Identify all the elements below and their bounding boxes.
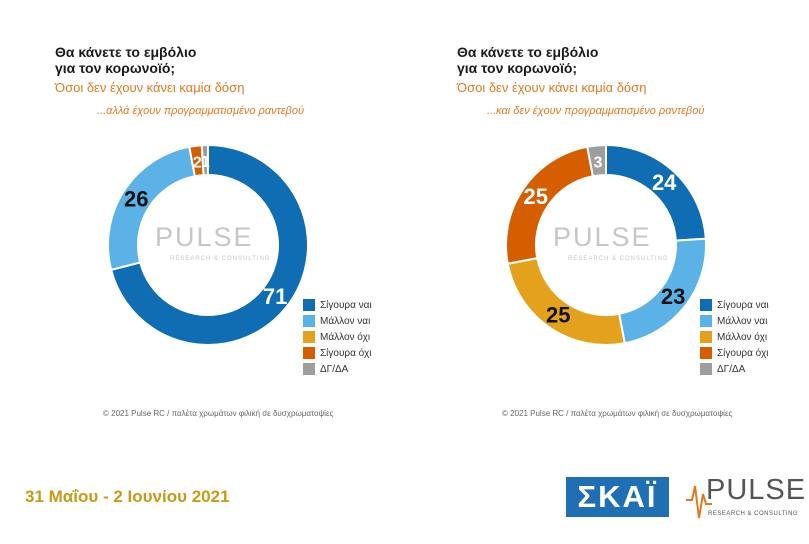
legend-item: Μάλλον όχι <box>700 329 769 345</box>
title-line-2: για τον κορωνοϊό; <box>457 60 578 76</box>
pulse-logo-subtitle: RESEARCH & CONSULTING <box>708 511 799 517</box>
legend-swatch <box>700 363 712 375</box>
legend-label: Σίγουρα ναι <box>320 299 372 311</box>
legend-label: ΔΓ/ΔΑ <box>717 363 746 375</box>
legend-item: Μάλλον όχι <box>303 329 372 345</box>
chart-legend: Σίγουρα ναι Μάλλον ναι Μάλλον όχι Σίγουρα ό… <box>303 297 372 377</box>
legend-item: Μάλλον ναι <box>303 313 372 329</box>
legend-label: Μάλλον ναι <box>320 315 371 327</box>
watermark-logo: PULSE <box>155 222 254 252</box>
slice-label: 23 <box>661 284 685 309</box>
chart-panel-not-scheduled: Θα κάνετε το εμβόλιο για τον κορωνοϊό; Ό… <box>405 0 805 430</box>
donut-chart: 24 23 25 25 3 <box>505 143 707 346</box>
legend-swatch <box>700 315 712 327</box>
watermark-logo: PULSE <box>553 222 652 252</box>
title-line-1: Θα κάνετε το εμβόλιο <box>457 44 599 60</box>
skai-logo: ΣΚΑΪ <box>566 477 669 517</box>
donut-chart: 71 26 2 1 <box>107 143 309 346</box>
legend-label: Μάλλον όχι <box>320 331 371 343</box>
legend-item: Σίγουρα ναι <box>700 297 769 313</box>
legend-label: Σίγουρα όχι <box>717 347 769 359</box>
legend-item: ΔΓ/ΔΑ <box>700 361 769 377</box>
slice-label: 3 <box>594 154 603 171</box>
slice-label: 25 <box>546 302 570 327</box>
legend-swatch <box>700 331 712 343</box>
pulse-logo-text: PULSE <box>706 474 807 506</box>
pulse-wave-icon <box>686 485 712 519</box>
pulse-logo: PULSE RESEARCH & CONSULTING <box>686 474 806 524</box>
donut-slice <box>200 143 209 177</box>
legend-label: Μάλλον όχι <box>717 331 768 343</box>
donut-slice <box>586 143 607 178</box>
legend-item: Σίγουρα όχι <box>303 345 372 361</box>
slice-label: 71 <box>263 284 287 309</box>
slice-label: 24 <box>652 170 677 195</box>
legend-item: ΔΓ/ΔΑ <box>303 361 372 377</box>
survey-date: 31 Μαΐου - 2 Ιουνίου 2021 <box>25 487 230 506</box>
legend-item: Μάλλον ναι <box>700 313 769 329</box>
legend-label: Σίγουρα ναι <box>717 299 769 311</box>
legend-swatch <box>303 299 315 311</box>
slice-label: 25 <box>523 184 547 209</box>
chart-subtitle: Όσοι δεν έχουν κάνει καμία δόση <box>55 80 245 95</box>
chart-credit: © 2021 Pulse RC / παλέτα χρωμάτων φιλική… <box>502 409 733 418</box>
title-line-2: για τον κορωνοϊό; <box>55 60 176 76</box>
legend-swatch <box>700 347 712 359</box>
legend-swatch <box>303 347 315 359</box>
legend-label: Σίγουρα όχι <box>320 347 372 359</box>
chart-credit: © 2021 Pulse RC / παλέτα χρωμάτων φιλική… <box>103 409 334 418</box>
title-line-1: Θα κάνετε το εμβόλιο <box>55 44 197 60</box>
legend-item: Σίγουρα ναι <box>303 297 372 313</box>
chart-note: ...αλλά έχουν προγραμματισμένο ραντεβού <box>97 105 305 117</box>
slice-label: 1 <box>201 154 210 171</box>
legend-swatch <box>303 363 315 375</box>
legend-swatch <box>700 299 712 311</box>
chart-title: Θα κάνετε το εμβόλιο για τον κορωνοϊό; <box>55 44 196 76</box>
legend-swatch <box>303 315 315 327</box>
legend-item: Σίγουρα όχι <box>700 345 769 361</box>
chart-note: ...και δεν έχουν προγραμματισμένο ραντεβ… <box>487 105 705 117</box>
chart-panel-scheduled: Θα κάνετε το εμβόλιο για τον κορωνοϊό; Ό… <box>0 0 400 430</box>
legend-label: ΔΓ/ΔΑ <box>320 363 349 375</box>
chart-subtitle: Όσοι δεν έχουν κάνει καμία δόση <box>457 80 647 95</box>
chart-legend: Σίγουρα ναι Μάλλον ναι Μάλλον όχι Σίγουρα ό… <box>700 297 769 377</box>
slice-label: 2 <box>193 155 202 172</box>
watermark-subtitle: RESEARCH & CONSULTING <box>568 256 669 262</box>
chart-title: Θα κάνετε το εμβόλιο για τον κορωνοϊό; <box>457 44 598 76</box>
watermark-subtitle: RESEARCH & CONSULTING <box>170 256 271 262</box>
donut-slice <box>109 143 309 346</box>
slice-label: 26 <box>124 186 148 211</box>
legend-label: Μάλλον ναι <box>717 315 768 327</box>
legend-swatch <box>303 331 315 343</box>
